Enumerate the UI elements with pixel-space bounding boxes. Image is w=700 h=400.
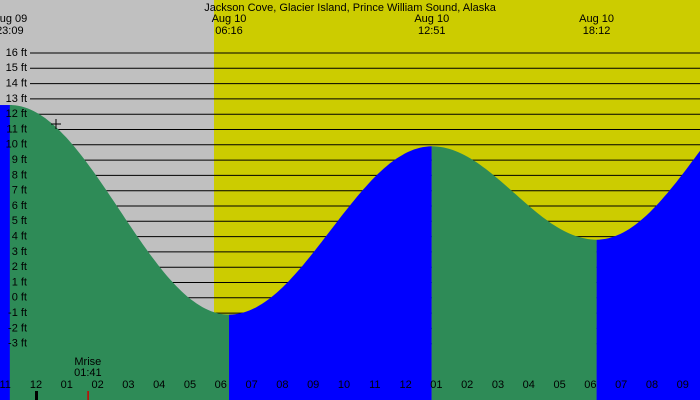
hour-label: 04 (153, 379, 165, 391)
hour-label: 12 (30, 379, 42, 391)
hour-label: 02 (461, 379, 473, 391)
hour-label: 12 (399, 379, 411, 391)
y-tick-label: 5 ft (12, 215, 27, 227)
y-tick-label: 15 ft (6, 62, 27, 74)
y-tick-label: 16 ft (6, 47, 27, 59)
extreme-time: 23:09 (0, 25, 24, 37)
y-tick-label: -1 ft (8, 307, 27, 319)
hour-label: 11 (0, 379, 11, 391)
y-tick-label: -3 ft (8, 338, 27, 350)
y-tick-label: 12 ft (6, 108, 27, 120)
y-tick-label: 6 ft (12, 200, 27, 212)
midnight-tick (35, 391, 38, 400)
hour-label: 05 (184, 379, 196, 391)
moonrise-time: 01:41 (74, 367, 102, 379)
tide-area (596, 150, 700, 400)
hour-label: 03 (492, 379, 504, 391)
hour-label: 01 (430, 379, 442, 391)
hour-label: 10 (338, 379, 350, 391)
hour-label: 04 (523, 379, 535, 391)
y-tick-label: 3 ft (12, 246, 27, 258)
hour-label: 02 (91, 379, 103, 391)
high-marker (51, 119, 61, 129)
moonrise-label: Mrise (74, 356, 101, 368)
extreme-time: 12:51 (418, 25, 446, 37)
y-tick-label: 11 ft (6, 123, 27, 135)
extreme-date: Aug 10 (414, 13, 449, 25)
y-tick-label: 7 ft (12, 185, 27, 197)
tide-area (229, 146, 432, 400)
chart-title: Jackson Cove, Glacier Island, Prince Wil… (204, 2, 497, 14)
tide-area (9, 105, 230, 400)
moonrise-tick (87, 391, 89, 400)
hour-label: 06 (584, 379, 596, 391)
y-tick-label: 2 ft (12, 261, 27, 273)
hour-label: 09 (677, 379, 689, 391)
hour-label: 08 (276, 379, 288, 391)
hour-label: 01 (61, 379, 73, 391)
tide-area (0, 105, 12, 400)
y-tick-label: 14 ft (6, 78, 27, 90)
hour-label: 09 (307, 379, 319, 391)
hour-label: 06 (215, 379, 227, 391)
hour-label: 07 (245, 379, 257, 391)
y-tick-label: 8 ft (12, 169, 27, 181)
hour-label: 11 (369, 379, 380, 391)
extreme-date: Aug 10 (579, 13, 614, 25)
y-tick-label: 0 ft (12, 292, 27, 304)
extreme-date: Aug 09 (0, 13, 27, 25)
y-tick-label: 4 ft (12, 231, 27, 243)
extreme-date: Aug 10 (212, 13, 247, 25)
tide-area (431, 146, 597, 400)
y-tick-label: 10 ft (6, 139, 27, 151)
y-tick-label: 1 ft (12, 276, 27, 288)
tide-areas (0, 105, 700, 400)
extreme-time: 06:16 (215, 25, 243, 37)
hour-label: 08 (646, 379, 658, 391)
hour-label: 03 (122, 379, 134, 391)
y-tick-label: 9 ft (12, 154, 27, 166)
hour-label: 07 (615, 379, 627, 391)
y-tick-label: -2 ft (8, 322, 27, 334)
hour-label: 05 (553, 379, 565, 391)
extreme-time: 18:12 (583, 25, 611, 37)
y-tick-label: 13 ft (6, 93, 27, 105)
labels: 16 ft 15 ft 14 ft 13 ft 12 ft 11 ft 10 ft 9 ft 8… (0, 13, 689, 400)
